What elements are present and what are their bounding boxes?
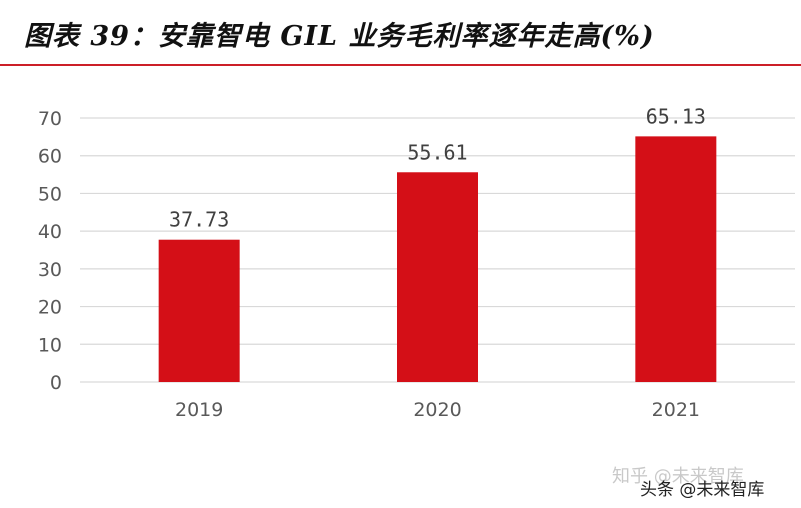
data-label: 55.61 bbox=[407, 140, 467, 164]
data-label: 65.13 bbox=[646, 104, 706, 128]
x-tick-label: 2019 bbox=[175, 399, 223, 421]
watermark-toutiao: 头条 @未来智库 bbox=[640, 480, 765, 500]
title-divider bbox=[0, 64, 801, 66]
bar-2019 bbox=[158, 239, 240, 382]
y-tick-label: 10 bbox=[38, 334, 62, 356]
y-tick-label: 70 bbox=[38, 108, 62, 130]
y-tick-label: 30 bbox=[38, 259, 62, 281]
y-tick-label: 40 bbox=[38, 221, 62, 243]
chart-title: 图表 39：安靠智电 GIL 业务毛利率逐年走高(%) bbox=[24, 21, 655, 52]
y-tick-label: 50 bbox=[38, 183, 62, 205]
bar-2021 bbox=[635, 136, 717, 382]
bar-2020 bbox=[397, 172, 478, 382]
y-tick-label: 60 bbox=[38, 146, 62, 168]
y-tick-label: 0 bbox=[50, 372, 62, 394]
data-label: 37.73 bbox=[169, 208, 229, 232]
x-tick-label: 2020 bbox=[413, 399, 461, 421]
watermark-zhihu: 知乎 @未来智库 bbox=[612, 466, 744, 487]
x-tick-label: 2021 bbox=[652, 399, 700, 421]
y-tick-label: 20 bbox=[38, 297, 62, 319]
